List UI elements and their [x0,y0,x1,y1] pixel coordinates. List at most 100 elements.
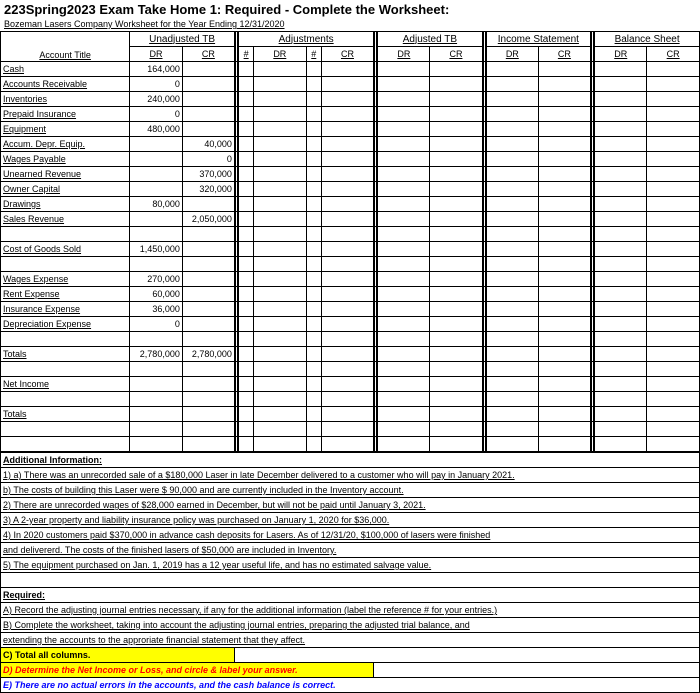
is-cr[interactable] [538,302,591,317]
adj-cr[interactable] [321,197,374,212]
adjtb-cr[interactable] [430,272,483,287]
adj-dr[interactable] [254,377,307,392]
adjtb-dr[interactable] [377,362,430,377]
bs-cr[interactable] [647,257,700,272]
adj-dr[interactable] [254,332,307,347]
adjtb-dr[interactable] [377,437,430,452]
adj-hash-dr[interactable] [238,407,253,422]
bs-dr[interactable] [594,362,647,377]
bs-dr[interactable] [594,392,647,407]
is-cr[interactable] [538,317,591,332]
is-dr[interactable] [486,317,539,332]
is-cr[interactable] [538,287,591,302]
is-dr[interactable] [486,197,539,212]
adjtb-dr[interactable] [377,92,430,107]
adj-hash-dr[interactable] [238,227,253,242]
adj-cr[interactable] [321,137,374,152]
adj-hash-cr[interactable] [306,272,321,287]
adj-hash-cr[interactable] [306,197,321,212]
adjtb-dr[interactable] [377,62,430,77]
adj-cr[interactable] [321,257,374,272]
is-dr[interactable] [486,137,539,152]
bs-dr[interactable] [594,287,647,302]
adjtb-cr[interactable] [430,182,483,197]
adj-hash-cr[interactable] [306,107,321,122]
adjtb-dr[interactable] [377,422,430,437]
adjtb-dr[interactable] [377,122,430,137]
adjtb-dr[interactable] [377,317,430,332]
bs-cr[interactable] [647,137,700,152]
adj-dr[interactable] [254,197,307,212]
bs-cr[interactable] [647,167,700,182]
bs-dr[interactable] [594,272,647,287]
adjtb-cr[interactable] [430,437,483,452]
bs-cr[interactable] [647,227,700,242]
adj-dr[interactable] [254,272,307,287]
adj-cr[interactable] [321,347,374,362]
is-dr[interactable] [486,182,539,197]
adj-hash-dr[interactable] [238,422,253,437]
bs-dr[interactable] [594,227,647,242]
bs-cr[interactable] [647,362,700,377]
adj-dr[interactable] [254,212,307,227]
bs-dr[interactable] [594,182,647,197]
adjtb-dr[interactable] [377,347,430,362]
bs-cr[interactable] [647,422,700,437]
is-dr[interactable] [486,272,539,287]
adjtb-dr[interactable] [377,377,430,392]
adj-dr[interactable] [254,137,307,152]
adj-hash-cr[interactable] [306,77,321,92]
adjtb-cr[interactable] [430,107,483,122]
adjtb-dr[interactable] [377,107,430,122]
is-dr[interactable] [486,152,539,167]
adj-hash-dr[interactable] [238,167,253,182]
bs-dr[interactable] [594,377,647,392]
is-cr[interactable] [538,152,591,167]
is-dr[interactable] [486,332,539,347]
bs-cr[interactable] [647,107,700,122]
adj-dr[interactable] [254,287,307,302]
adj-hash-cr[interactable] [306,392,321,407]
adjtb-dr[interactable] [377,242,430,257]
bs-cr[interactable] [647,437,700,452]
adj-dr[interactable] [254,167,307,182]
adjtb-cr[interactable] [430,167,483,182]
bs-cr[interactable] [647,302,700,317]
is-cr[interactable] [538,137,591,152]
adj-hash-dr[interactable] [238,392,253,407]
adj-dr[interactable] [254,302,307,317]
adj-dr[interactable] [254,257,307,272]
is-dr[interactable] [486,107,539,122]
is-dr[interactable] [486,362,539,377]
bs-dr[interactable] [594,332,647,347]
adj-hash-cr[interactable] [306,137,321,152]
adjtb-dr[interactable] [377,212,430,227]
adjtb-cr[interactable] [430,212,483,227]
adj-hash-dr[interactable] [238,107,253,122]
adj-cr[interactable] [321,287,374,302]
is-dr[interactable] [486,287,539,302]
is-cr[interactable] [538,257,591,272]
adjtb-dr[interactable] [377,77,430,92]
is-dr[interactable] [486,242,539,257]
bs-cr[interactable] [647,122,700,137]
adjtb-cr[interactable] [430,122,483,137]
adjtb-cr[interactable] [430,152,483,167]
adj-cr[interactable] [321,362,374,377]
adj-hash-dr[interactable] [238,62,253,77]
is-cr[interactable] [538,77,591,92]
bs-cr[interactable] [647,152,700,167]
bs-cr[interactable] [647,272,700,287]
adj-hash-cr[interactable] [306,347,321,362]
adj-dr[interactable] [254,317,307,332]
adjtb-cr[interactable] [430,242,483,257]
adj-hash-dr[interactable] [238,197,253,212]
adj-cr[interactable] [321,62,374,77]
is-cr[interactable] [538,212,591,227]
is-cr[interactable] [538,107,591,122]
is-cr[interactable] [538,197,591,212]
adj-hash-cr[interactable] [306,257,321,272]
adj-cr[interactable] [321,212,374,227]
adjtb-dr[interactable] [377,272,430,287]
bs-cr[interactable] [647,407,700,422]
